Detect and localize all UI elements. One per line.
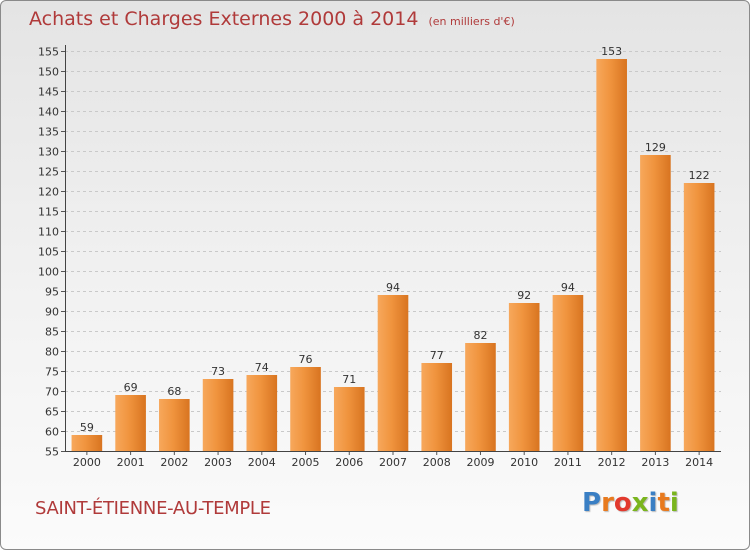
- logo-letter: o: [613, 488, 632, 518]
- bar-2014: [683, 183, 715, 451]
- y-axis-ticks: 55 60 65 70 75 80 85 90 95 100 105 110 115 120 125 130 1…: [38, 46, 65, 459]
- bar-2001: [115, 395, 146, 451]
- bars: 59 69 68 73 74 76 71 94 77 82 92 94 153 129 122: [71, 45, 715, 451]
- y-tick-label: 140: [38, 106, 59, 119]
- y-tick-label: 155: [38, 46, 59, 59]
- value-label: 68: [167, 385, 181, 398]
- y-tick-label: 145: [38, 86, 59, 99]
- chart-title: Achats et Charges Externes 2000 à 2014 (e…: [29, 8, 515, 30]
- x-tick-label: 2008: [423, 456, 451, 469]
- value-label: 82: [473, 329, 487, 342]
- y-tick-label: 85: [45, 326, 59, 339]
- x-tick-label: 2004: [248, 456, 276, 469]
- x-tick-label: 2002: [160, 456, 188, 469]
- logo-letter: r: [601, 488, 614, 518]
- bar-2005: [290, 367, 321, 451]
- y-tick-label: 130: [38, 146, 59, 159]
- value-label: 77: [430, 349, 444, 362]
- x-tick-label: 2014: [685, 456, 713, 469]
- y-tick-label: 150: [38, 66, 59, 79]
- y-tick-label: 115: [38, 206, 59, 219]
- x-tick-label: 2011: [554, 456, 582, 469]
- bar-2007: [377, 295, 409, 451]
- x-tick-label: 2001: [117, 456, 145, 469]
- y-tick-label: 105: [38, 246, 59, 259]
- y-tick-label: 135: [38, 126, 59, 139]
- value-label: 76: [299, 353, 313, 366]
- axes: [65, 45, 721, 452]
- bar-2008: [421, 363, 453, 451]
- logo-letter: P: [582, 488, 602, 518]
- bar-2006: [333, 387, 365, 451]
- x-tick-label: 2005: [292, 456, 320, 469]
- x-tick-label: 2003: [204, 456, 232, 469]
- bar-2003: [202, 379, 234, 451]
- logo-letter: t: [657, 488, 670, 518]
- bar-2012: [596, 59, 627, 451]
- y-tick-label: 55: [45, 446, 59, 459]
- value-label: 69: [124, 381, 138, 394]
- bar-2002: [159, 399, 190, 451]
- value-label: 74: [255, 361, 269, 374]
- title-unit: (en milliers d'€): [428, 15, 515, 28]
- y-tick-label: 75: [45, 366, 59, 379]
- x-tick-label: 2013: [641, 456, 669, 469]
- y-tick-label: 70: [45, 386, 59, 399]
- y-tick-label: 80: [45, 346, 59, 359]
- title-main: Achats et Charges Externes 2000 à 2014: [29, 8, 419, 30]
- y-tick-label: 65: [45, 406, 59, 419]
- y-tick-label: 120: [38, 186, 59, 199]
- y-tick-label: 125: [38, 166, 59, 179]
- value-label: 92: [517, 289, 531, 302]
- y-tick-label: 100: [38, 266, 59, 279]
- value-label: 71: [342, 373, 356, 386]
- bar-2011: [552, 295, 584, 451]
- x-tick-label: 2006: [335, 456, 363, 469]
- y-tick-label: 110: [38, 226, 59, 239]
- value-label: 94: [386, 281, 400, 294]
- bar-2004: [246, 375, 278, 451]
- bar-2000: [71, 435, 103, 451]
- y-tick-label: 95: [45, 286, 59, 299]
- x-tick-label: 2010: [510, 456, 538, 469]
- value-label: 122: [689, 169, 710, 182]
- x-tick-label: 2012: [598, 456, 626, 469]
- x-tick-label: 2000: [73, 456, 101, 469]
- value-label: 129: [645, 141, 666, 154]
- bar-2010: [508, 303, 540, 451]
- x-tick-label: 2007: [379, 456, 407, 469]
- x-tick-label: 2009: [466, 456, 494, 469]
- logo-letter: i: [648, 488, 658, 518]
- logo-letter: i: [669, 488, 679, 518]
- commune-name: SAINT-ÉTIENNE-AU-TEMPLE: [35, 498, 271, 519]
- y-tick-label: 60: [45, 426, 59, 439]
- value-label: 73: [211, 365, 225, 378]
- value-label: 59: [80, 421, 94, 434]
- value-label: 94: [561, 281, 575, 294]
- value-label: 153: [601, 45, 622, 58]
- x-axis-ticks: 2000 2001 2002 2003 2004 2005 2006 2007 2008 2009…: [73, 451, 713, 469]
- proxiti-logo: Proxiti: [582, 488, 679, 518]
- logo-letter: x: [631, 488, 649, 518]
- y-tick-label: 90: [45, 306, 59, 319]
- bar-2013: [640, 155, 671, 451]
- bar-2009: [465, 343, 496, 451]
